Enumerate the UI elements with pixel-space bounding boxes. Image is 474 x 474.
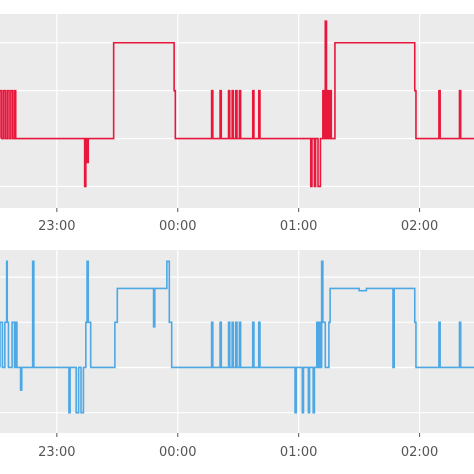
x-tick-label-3: 02:00 [401, 445, 438, 460]
series-line [0, 20, 474, 188]
top-chart-panel: 23:00 00:00 01:00 02:00 [0, 14, 474, 234]
x-tick-label-3: 02:00 [401, 219, 438, 234]
x-tick-label-2: 01:00 [280, 219, 317, 234]
x-tick-label-0: 23:00 [38, 445, 75, 460]
x-tick-label-1: 00:00 [159, 445, 196, 460]
x-tick-label-1: 00:00 [159, 219, 196, 234]
series-line [0, 260, 474, 414]
x-tick-label-2: 01:00 [280, 445, 317, 460]
x-tick-label-0: 23:00 [38, 219, 75, 234]
bottom-chart-panel: 23:00 00:00 01:00 02:00 [0, 250, 474, 460]
